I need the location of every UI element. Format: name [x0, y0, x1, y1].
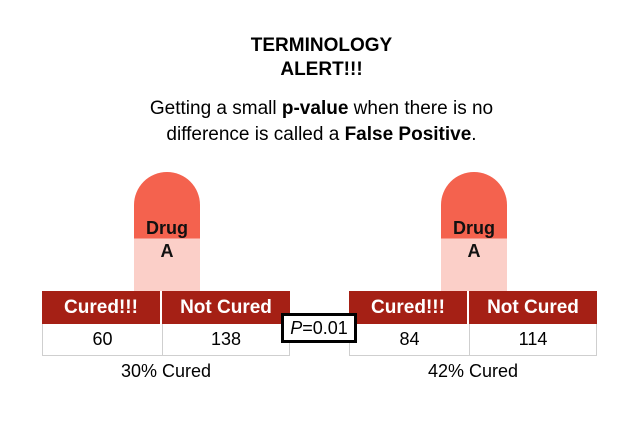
cell-not-cured-count: 138 — [162, 324, 290, 356]
pill-label-line1: Drug — [453, 218, 495, 238]
p-value-number: =0.01 — [302, 318, 348, 338]
statement-text-3: . — [471, 124, 477, 145]
p-value-box: P=0.01 — [281, 313, 357, 343]
pill-label-line2: A — [160, 241, 174, 261]
cell-cured-count: 60 — [42, 324, 162, 356]
table-row: 60 138 — [42, 324, 290, 356]
pill-label-line2: A — [467, 241, 481, 261]
statement-term-p-value: p-value — [281, 98, 349, 119]
statement-text-2: when there is no difference is called a — [166, 98, 494, 145]
table-row: 84 114 — [349, 324, 597, 356]
statement-term-false-positive: False Positive — [344, 124, 472, 145]
results-table-left: Cured!!! Not Cured 60 138 — [42, 291, 290, 356]
header-cured: Cured!!! — [42, 291, 162, 324]
alert-title-line1: TERMINOLOGY — [250, 35, 393, 56]
results-table-right: Cured!!! Not Cured 84 114 — [349, 291, 597, 356]
cell-not-cured-count: 114 — [469, 324, 597, 356]
table-header-row: Cured!!! Not Cured — [349, 291, 597, 324]
header-not-cured: Not Cured — [162, 291, 290, 324]
summary-left: 30% Cured — [120, 361, 212, 381]
statement-text-1: Getting a small — [149, 98, 282, 119]
pill-label-line1: Drug — [146, 218, 188, 238]
header-not-cured: Not Cured — [469, 291, 597, 324]
cell-cured-count: 84 — [349, 324, 469, 356]
alert-title: TERMINOLOGY ALERT!!! — [0, 34, 643, 82]
definition-statement: Getting a small p-value when there is no… — [120, 96, 523, 148]
summary-right: 42% Cured — [427, 361, 519, 381]
p-value-symbol: P — [290, 318, 303, 338]
table-header-row: Cured!!! Not Cured — [42, 291, 290, 324]
alert-title-line2: ALERT!!! — [280, 59, 363, 80]
header-cured: Cured!!! — [349, 291, 469, 324]
